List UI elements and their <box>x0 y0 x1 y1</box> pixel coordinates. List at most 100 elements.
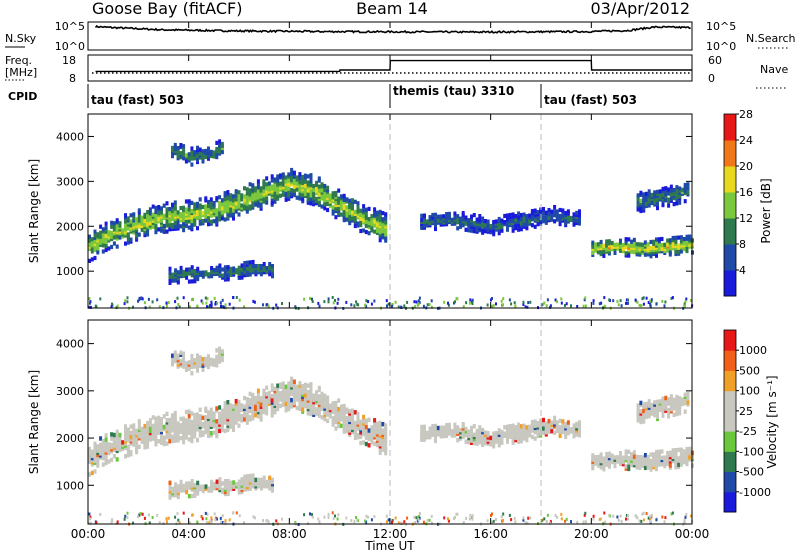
power-cell <box>656 189 659 194</box>
power-cell <box>643 240 647 245</box>
power-cell <box>171 222 174 228</box>
power-cell <box>367 231 371 236</box>
power-cell <box>251 259 255 265</box>
power-cell <box>306 186 310 191</box>
velocity-cell <box>471 514 474 518</box>
power-cell <box>154 215 158 221</box>
power-cell <box>210 302 213 306</box>
velocity-cell <box>226 410 230 416</box>
power-cell <box>558 218 562 223</box>
power-cell <box>624 237 628 242</box>
power-cell <box>686 190 690 195</box>
power-cell <box>526 305 529 309</box>
power-cell <box>353 209 357 214</box>
power-cell <box>619 299 622 303</box>
power-cell <box>682 241 686 246</box>
power-cell <box>365 299 368 303</box>
power-colorbar-tick-6: 28 <box>739 108 753 121</box>
velocity-cell <box>547 423 551 428</box>
power-cell <box>179 265 183 271</box>
velocity-cell <box>223 479 227 484</box>
power-cell <box>345 197 349 202</box>
velocity-cell <box>173 350 177 355</box>
velocity-cell <box>287 381 291 386</box>
velocity-cell <box>564 519 566 523</box>
velocity-cell <box>160 440 163 445</box>
velocity-cell <box>685 513 688 516</box>
power-cell <box>193 150 197 155</box>
velocity-cell <box>123 517 126 521</box>
power-cell <box>519 221 523 226</box>
velocity-cell <box>206 512 209 516</box>
power-cell <box>491 304 493 308</box>
power-cell <box>179 143 183 148</box>
power-cell <box>157 227 161 232</box>
velocity-cell <box>453 426 457 432</box>
velocity-colorbar-tick-3: 25 <box>739 405 753 418</box>
velocity-cell <box>542 426 545 431</box>
velocity-cell <box>685 453 689 458</box>
power-cell <box>165 301 168 305</box>
velocity-cell <box>187 364 191 369</box>
velocity-cell <box>668 450 672 455</box>
power-cell <box>592 299 595 303</box>
velocity-cell <box>425 430 429 436</box>
power-cell <box>218 217 222 222</box>
power-cell <box>176 210 180 215</box>
velocity-cell <box>184 420 188 425</box>
power-cell <box>384 234 388 239</box>
velocity-cell <box>491 520 493 524</box>
power-cell <box>690 299 693 302</box>
power-cell <box>311 300 314 303</box>
velocity-cell <box>599 456 603 461</box>
power-cell <box>471 298 474 302</box>
power-cell <box>373 219 377 224</box>
velocity-cell <box>649 520 652 523</box>
velocity-cell <box>270 413 274 418</box>
power-cell <box>337 188 341 193</box>
power-cell <box>492 304 495 308</box>
power-cell <box>342 193 346 198</box>
velocity-cell <box>317 411 321 416</box>
velocity-cell <box>638 519 641 523</box>
power-cell <box>658 195 662 200</box>
power-cell <box>243 206 246 211</box>
power-cell <box>678 186 682 191</box>
power-cell <box>96 232 100 237</box>
velocity-cell <box>604 521 607 525</box>
velocity-cell <box>137 444 141 449</box>
power-colorbar-tick-2: 12 <box>739 212 753 225</box>
velocity-cell <box>591 453 595 458</box>
velocity-cell <box>129 430 133 436</box>
power-cell <box>232 266 236 271</box>
velocity-cell <box>229 407 233 412</box>
velocity-cell <box>184 365 188 370</box>
velocity-cell <box>165 520 168 524</box>
power-cell <box>599 243 603 249</box>
power-cell <box>434 226 437 232</box>
velocity-cell <box>126 515 129 519</box>
power-cell <box>174 300 177 304</box>
power-y-tick-label-3: 4000 <box>56 130 84 143</box>
velocity-cell <box>212 430 216 435</box>
velocity-cell <box>641 512 644 516</box>
power-cell <box>179 206 183 211</box>
power-cell <box>168 266 172 271</box>
power-cell <box>245 187 249 192</box>
power-cell <box>644 191 648 196</box>
power-cell <box>124 219 127 224</box>
velocity-cell <box>334 400 338 406</box>
power-cell <box>287 172 291 177</box>
power-cell <box>453 215 457 220</box>
power-cell <box>93 255 97 261</box>
velocity-cell <box>650 402 654 408</box>
power-cell <box>506 213 509 218</box>
power-cell <box>489 224 493 229</box>
velocity-cell <box>495 518 497 522</box>
velocity-cell <box>688 455 692 460</box>
velocity-cell <box>220 408 224 413</box>
velocity-cell <box>271 477 274 483</box>
power-cell <box>475 221 479 226</box>
velocity-cell <box>232 406 235 411</box>
power-cell <box>519 217 523 222</box>
